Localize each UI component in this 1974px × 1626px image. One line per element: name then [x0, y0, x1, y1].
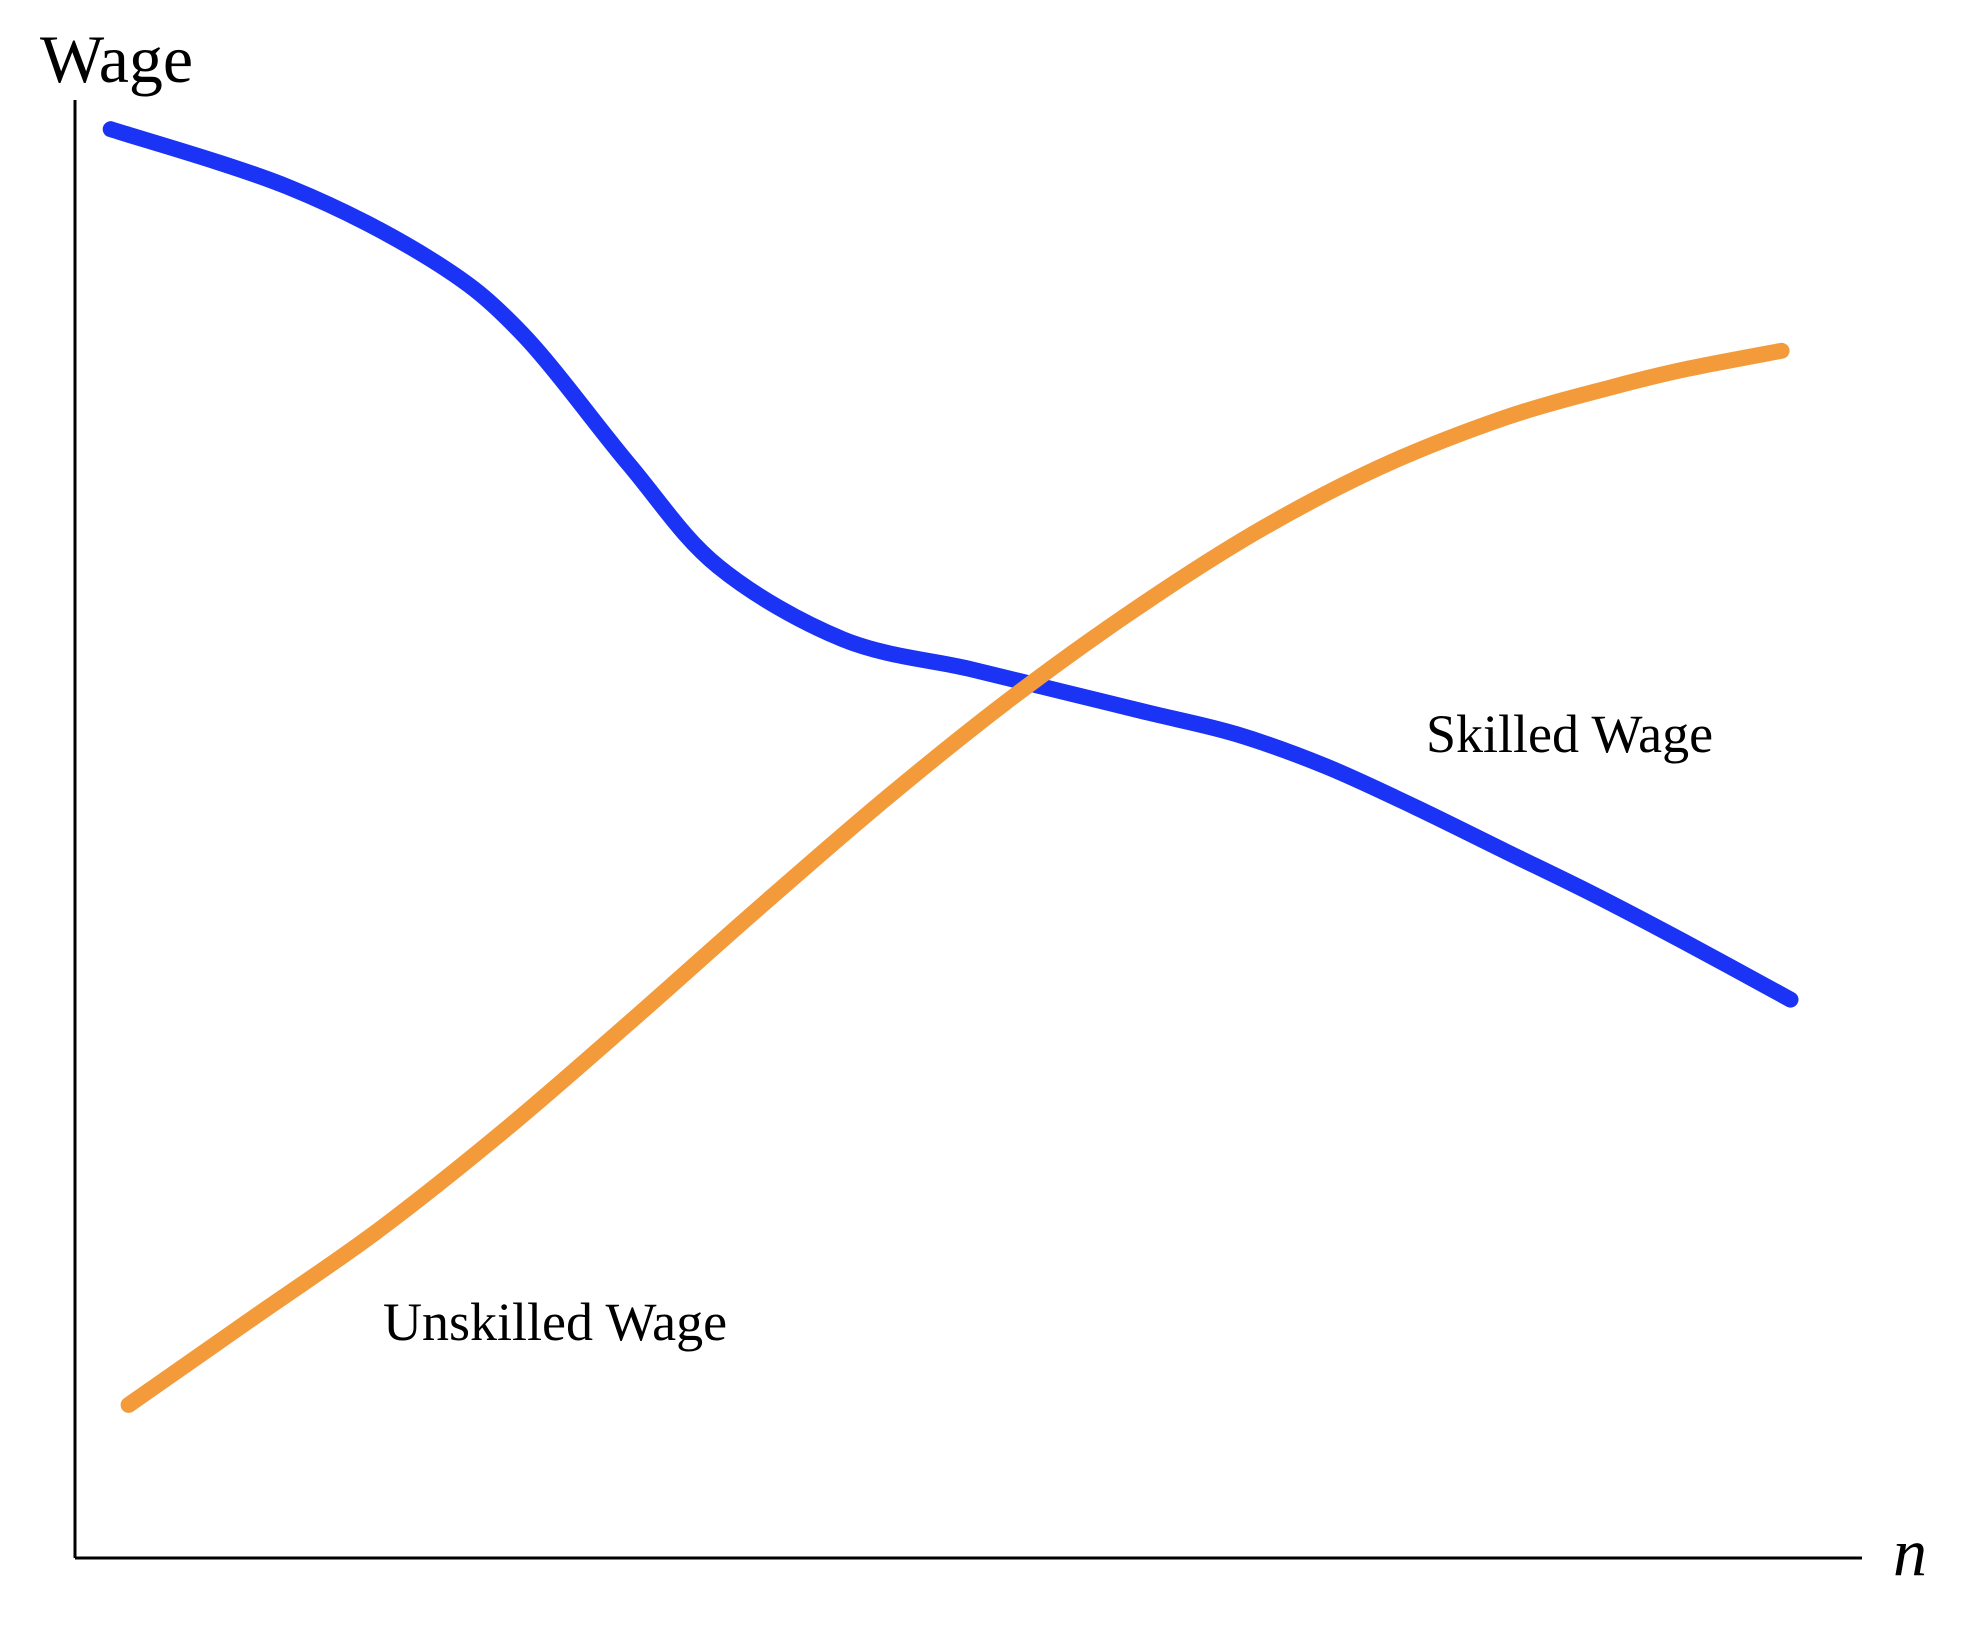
series-label-unskilled-wage: Unskilled Wage [383, 1292, 727, 1352]
series-line-skilled-wage [102, 121, 1799, 1008]
y-axis-label: Wage [40, 21, 193, 97]
series-line-unskilled-wage [120, 342, 1790, 1413]
x-axis-label: n [1893, 1514, 1927, 1590]
series-layer [102, 121, 1799, 1413]
series-label-skilled-wage: Skilled Wage [1426, 704, 1713, 764]
